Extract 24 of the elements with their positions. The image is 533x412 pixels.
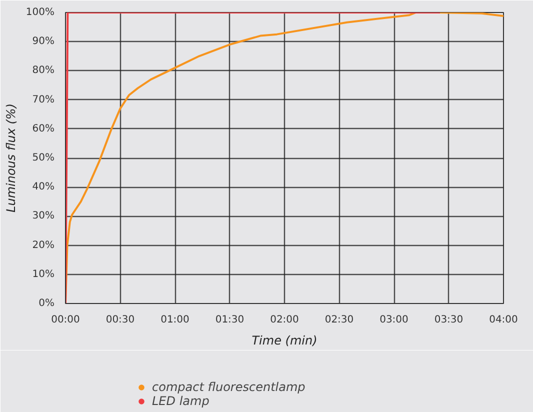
y-axis-title: Luminous flux (%) [4,104,18,212]
x-tick-label: 02:00 [270,314,299,326]
x-tick-label: 03:00 [380,314,408,326]
y-tick-label: 80% [32,65,55,76]
y-tick-label: 70% [32,94,55,106]
x-tick-label: 01:00 [160,314,190,326]
x-axis-title: Time (min) [252,334,318,348]
x-tick-label: 04:00 [489,314,518,326]
y-tick-label: 30% [32,210,55,222]
x-tick-label: 00:00 [51,314,80,326]
y-tick-label: 90% [32,36,55,48]
y-tick-label: 60% [32,123,55,134]
y-tick-label: 10% [32,268,55,280]
x-tick-label: 02:30 [324,314,354,326]
y-tick-label: 20% [32,240,55,251]
y-tick-label: 50% [32,152,55,164]
y-tick-label: 0% [38,298,55,309]
y-tick-label: 40% [32,182,55,193]
legend-label: LED lamp [152,394,210,408]
x-tick-label: 03:30 [434,314,464,326]
y-tick-label: 100% [26,7,55,18]
legend-label: compact fluorescentlamp [152,380,306,394]
x-tick-label: 00:30 [106,314,135,326]
x-tick-label: 01:30 [215,314,244,326]
